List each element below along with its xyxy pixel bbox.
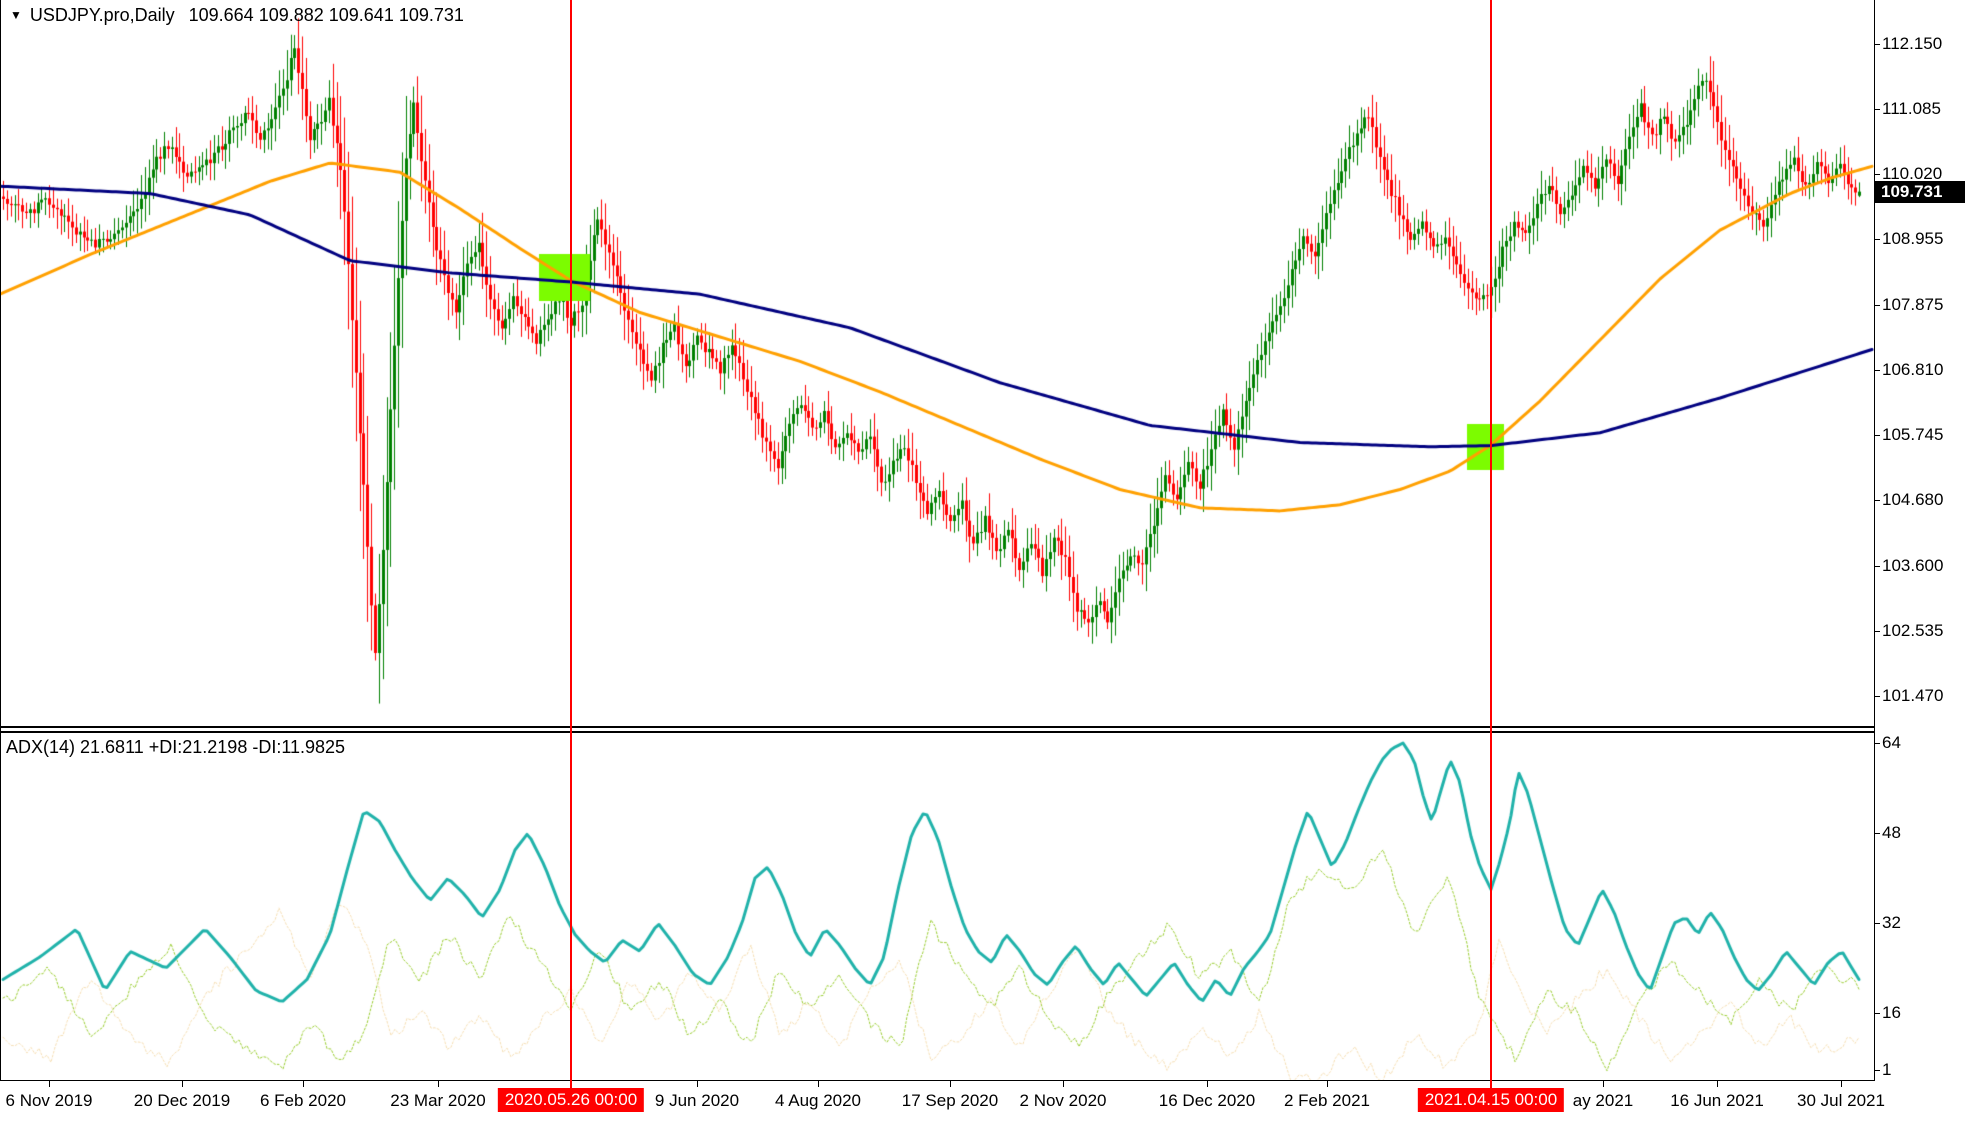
chart-window: ▼ USDJPY.pro,Daily 109.664 109.882 109.641…: [0, 0, 1965, 1124]
chart-canvas[interactable]: [0, 0, 1965, 1124]
